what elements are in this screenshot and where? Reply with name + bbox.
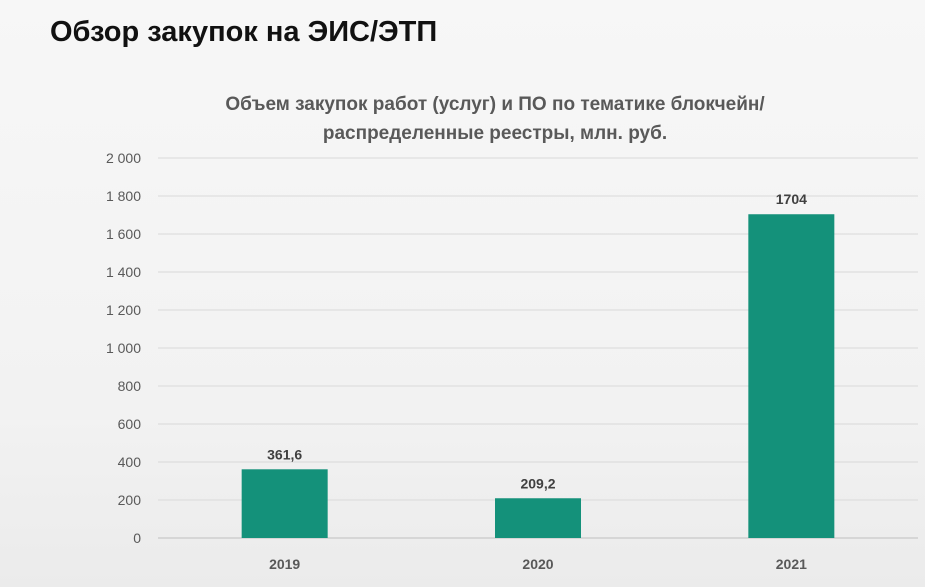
data-label-2020: 209,2 bbox=[520, 475, 555, 491]
y-tick-label: 1 200 bbox=[106, 302, 141, 318]
bar-2021 bbox=[748, 214, 835, 539]
bars bbox=[241, 214, 835, 539]
data-label-2021: 1704 bbox=[776, 191, 807, 207]
x-tick-label-2021: 2021 bbox=[776, 556, 807, 572]
y-tick-label: 600 bbox=[118, 416, 142, 432]
y-tick-label: 0 bbox=[133, 530, 141, 546]
x-axis: 2019 2020 2021 bbox=[269, 556, 807, 572]
y-tick-label: 200 bbox=[118, 492, 142, 508]
x-tick-label-2019: 2019 bbox=[269, 556, 300, 572]
data-label-2019: 361,6 bbox=[267, 446, 302, 462]
chart-title: Объем закупок работ (услуг) и ПО по тема… bbox=[150, 90, 840, 148]
x-tick-label-2020: 2020 bbox=[522, 556, 553, 572]
chart-title-line-2: распределенные реестры, млн. руб. bbox=[322, 123, 668, 144]
chart-title-line-1: Объем закупок работ (услуг) и ПО по тема… bbox=[225, 94, 765, 115]
bar-2020 bbox=[495, 498, 581, 538]
slide-title: Обзор закупок на ЭИС/ЭТП bbox=[50, 16, 438, 48]
y-tick-label: 1 000 bbox=[106, 340, 141, 356]
y-tick-label: 2 000 bbox=[106, 150, 141, 166]
y-tick-label: 800 bbox=[118, 378, 142, 394]
y-tick-label: 400 bbox=[118, 454, 142, 470]
bar-2019 bbox=[241, 469, 328, 538]
y-tick-label: 1 400 bbox=[106, 264, 141, 280]
data-labels: 361,6 209,2 1704 bbox=[267, 191, 807, 491]
y-axis: 0 200 400 600 800 1 000 1 200 1 400 1 600 1 800 2 … bbox=[106, 150, 141, 546]
y-tick-label: 1 800 bbox=[106, 188, 141, 204]
y-tick-label: 1 600 bbox=[106, 226, 141, 242]
